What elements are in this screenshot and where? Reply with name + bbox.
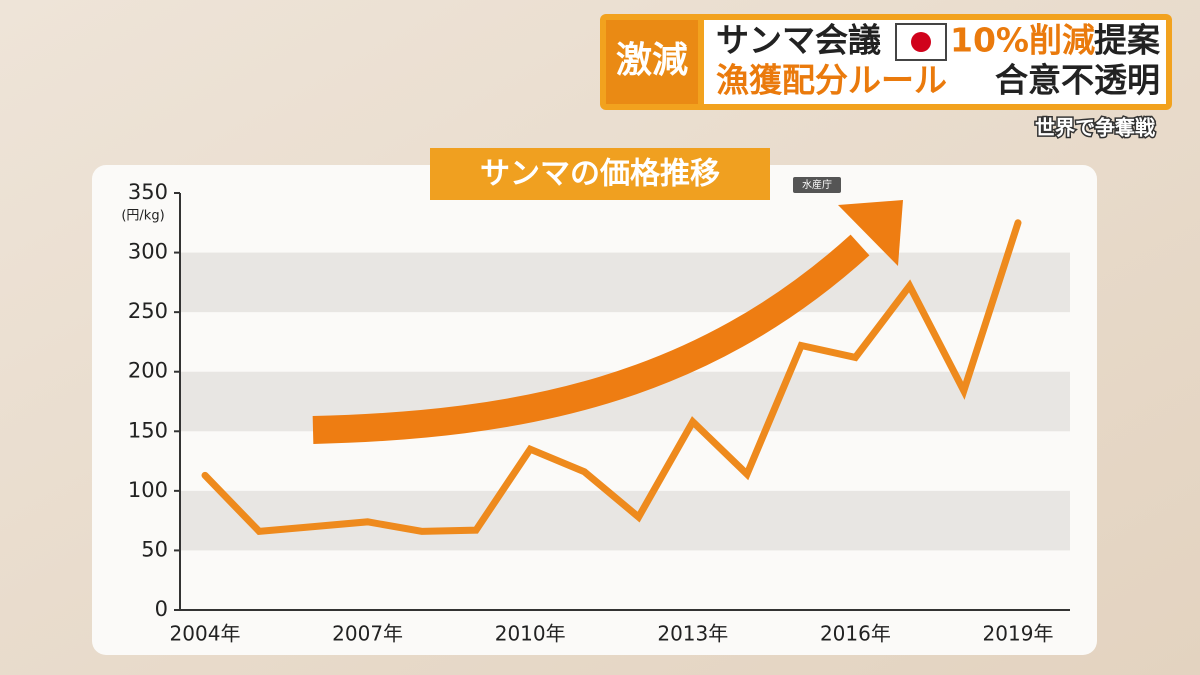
y-tick-label: 50 <box>141 537 168 561</box>
x-tick-label: 2016年 <box>820 622 891 646</box>
price-line <box>201 219 1022 535</box>
header-text: 提案 <box>1094 21 1161 60</box>
header-text: 漁獲配分ルール <box>716 61 947 100</box>
plot: 0 50 100 150 200 250 300 350 2004年 2007年 2010年 2013… <box>128 180 1070 646</box>
y-tick-label: 100 <box>128 478 168 502</box>
grid-band <box>180 490 1070 551</box>
y-tick-label: 250 <box>128 299 168 323</box>
x-tick-label: 2010年 <box>495 622 566 646</box>
y-tick-label: 300 <box>128 240 168 264</box>
x-tick-label: 2007年 <box>332 622 403 646</box>
header-subtitle: 世界で争奪戦 <box>1035 116 1155 140</box>
chart-title: サンマの価格推移 <box>480 157 720 192</box>
y-tick-label: 200 <box>128 359 168 383</box>
title-box <box>430 148 770 200</box>
header-text: サンマ会議 <box>716 21 881 60</box>
tag-box <box>606 20 698 104</box>
source: 水産庁 <box>802 178 832 191</box>
x-tick-label: 2013年 <box>657 622 728 646</box>
flag-sun <box>911 32 931 52</box>
y-unit: (円/kg) <box>121 209 164 224</box>
header-text: 10%削減 <box>950 21 1095 60</box>
header-tag: 激減 <box>616 40 688 81</box>
trend-arrow <box>312 234 870 444</box>
x-tick-label: 2019年 <box>983 622 1054 646</box>
y-tick-label: 350 <box>128 180 168 204</box>
trend-arrowhead <box>838 200 903 266</box>
y-tick-label: 0 <box>155 597 168 621</box>
source-box <box>793 177 841 193</box>
grid-band <box>180 252 1070 313</box>
y-tick-label: 150 <box>128 418 168 442</box>
x-tick-label: 2004年 <box>170 622 241 646</box>
header-text: 合意不透明 <box>995 61 1160 100</box>
